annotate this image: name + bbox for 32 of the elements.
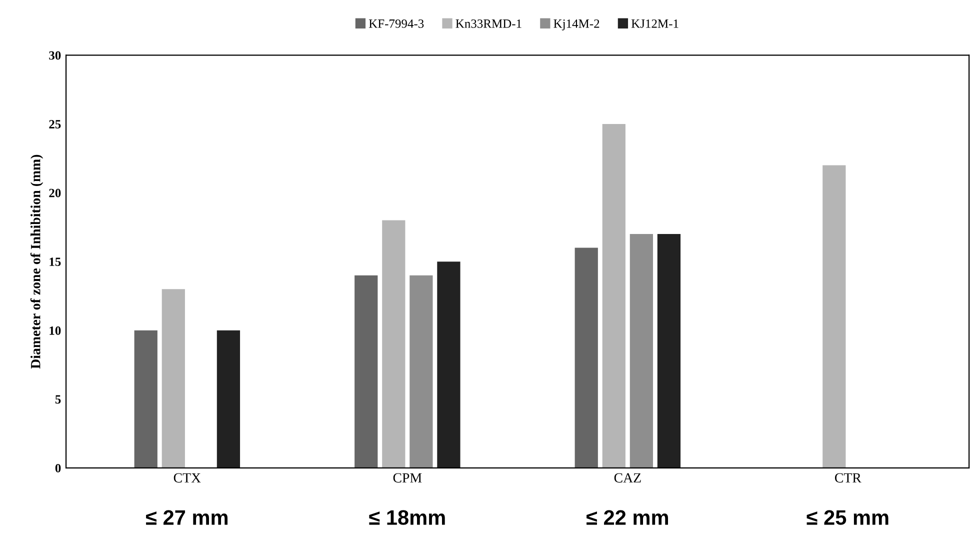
legend-label: KF-7994-3 bbox=[368, 19, 424, 28]
legend-label: Kj14M-2 bbox=[554, 19, 600, 30]
bar bbox=[354, 275, 378, 468]
y-tick-label: 30 bbox=[49, 51, 61, 60]
bar bbox=[410, 275, 433, 468]
bar bbox=[437, 262, 460, 468]
bar bbox=[822, 165, 846, 468]
bar bbox=[574, 248, 598, 468]
x-tick-label: CPM bbox=[393, 473, 422, 483]
y-axis-title: Diameter of zone of Inhibition (mm) bbox=[30, 154, 44, 369]
y-tick-label: 15 bbox=[50, 258, 61, 266]
bar bbox=[382, 220, 406, 468]
bar bbox=[657, 234, 681, 468]
text: ≤ 27 mm bbox=[146, 510, 228, 525]
legend-label: Kn33RMD-1 bbox=[456, 19, 522, 28]
legend-label: KJ12M-1 bbox=[631, 19, 678, 28]
text: ≤ 22 mm bbox=[586, 510, 668, 525]
bar bbox=[630, 234, 653, 468]
x-tick-label: CAZ bbox=[614, 473, 641, 483]
text: ≤ 18mm bbox=[369, 510, 445, 525]
y-tick-label: 10 bbox=[50, 326, 61, 335]
y-tick-label: 25 bbox=[49, 120, 61, 128]
bar bbox=[216, 330, 240, 468]
bar bbox=[602, 124, 626, 468]
y-tick-label: 5 bbox=[55, 395, 61, 404]
bar bbox=[134, 330, 158, 468]
y-tick-label: 0 bbox=[55, 464, 61, 472]
y-tick-label: 20 bbox=[49, 188, 61, 198]
bar bbox=[162, 289, 185, 468]
text: ≤ 25 mm bbox=[806, 510, 888, 525]
x-tick-label: CTR bbox=[834, 473, 862, 483]
x-tick-label: CTX bbox=[174, 473, 201, 483]
